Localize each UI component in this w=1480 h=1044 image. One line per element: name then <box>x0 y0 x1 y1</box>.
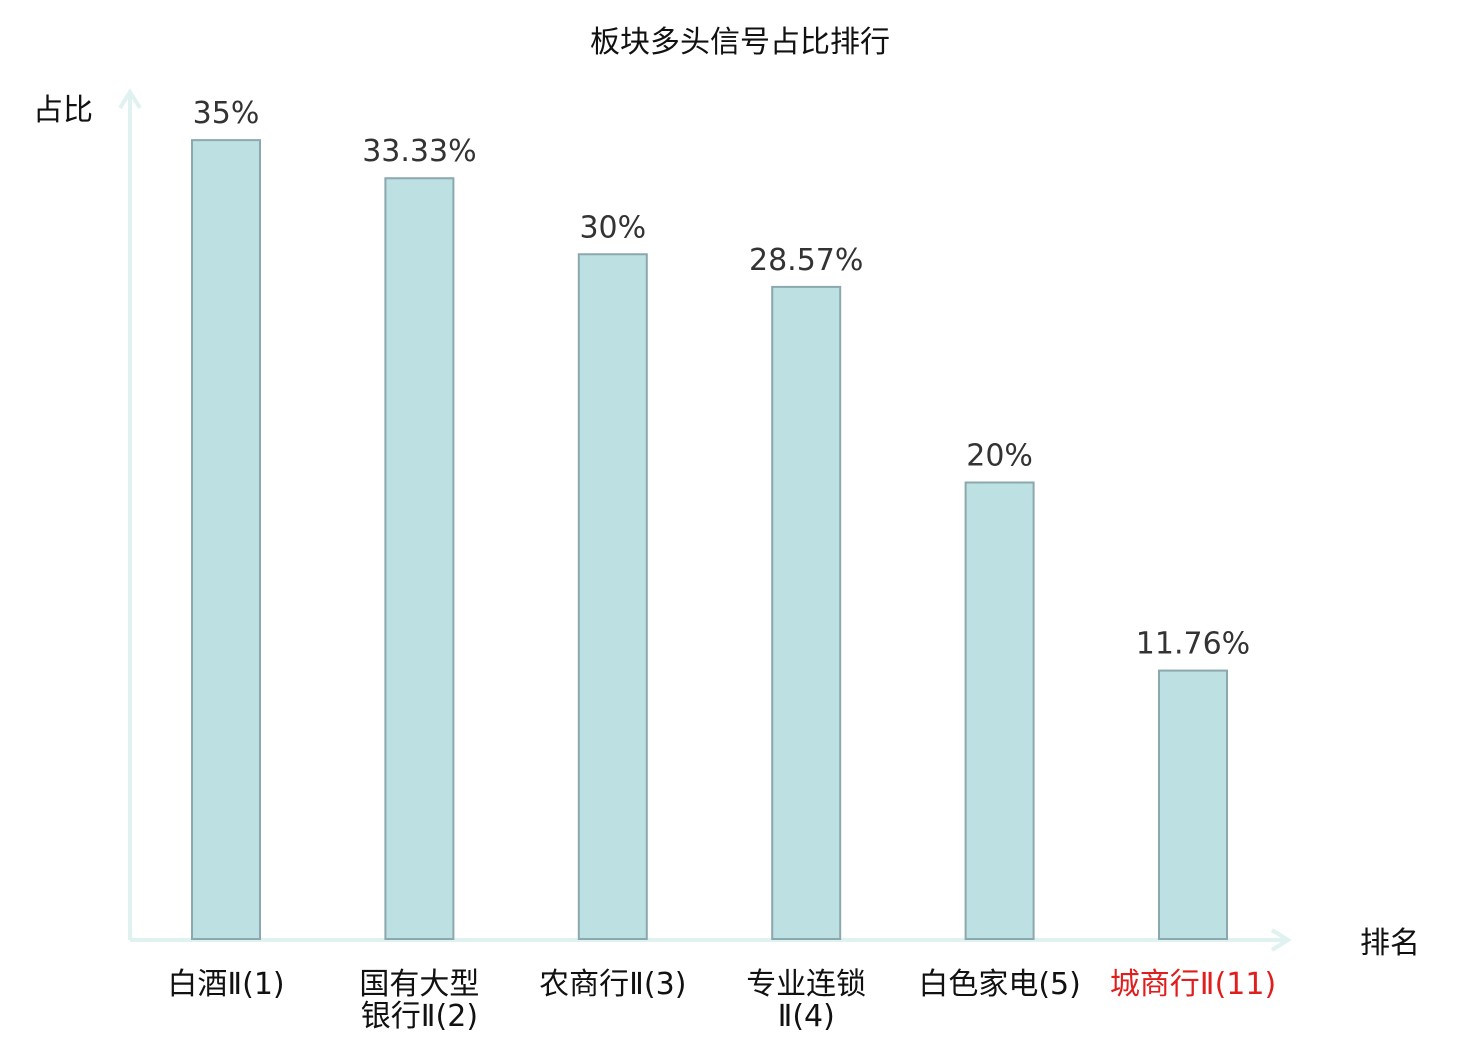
bar <box>964 481 1035 940</box>
bar <box>771 285 842 940</box>
x-axis-label: 排名 <box>1360 926 1420 961</box>
bar-value-label: 28.57% <box>749 243 863 278</box>
category-label: Ⅱ(4) <box>778 999 835 1034</box>
bar-value-label: 35% <box>193 96 260 131</box>
chart-title: 板块多头信号占比排行 <box>590 25 890 60</box>
bar <box>191 139 261 940</box>
bar-value-label: 33.33% <box>362 134 476 169</box>
bar-value-label: 30% <box>579 210 646 245</box>
category-label: 城商行Ⅱ(11) <box>1110 967 1276 1002</box>
category-label: 国有大型 <box>359 967 479 1002</box>
category-label: 白色家电(5) <box>918 967 1081 1002</box>
category-label: 专业连锁 <box>746 967 866 1002</box>
bar <box>577 253 648 940</box>
category-label: 银行Ⅱ(2) <box>361 999 478 1034</box>
bar-value-label: 11.76% <box>1136 627 1250 662</box>
y-axis-label: 占比 <box>33 93 93 128</box>
x-axis-arrowhead <box>1270 928 1292 952</box>
bar <box>384 177 455 941</box>
category-label: 白酒Ⅱ(1) <box>167 967 284 1002</box>
category-label: 农商行Ⅱ(3) <box>539 967 686 1002</box>
bar-value-label: 20% <box>966 439 1033 474</box>
y-axis-arrowhead <box>118 88 142 110</box>
bar <box>1158 669 1228 940</box>
